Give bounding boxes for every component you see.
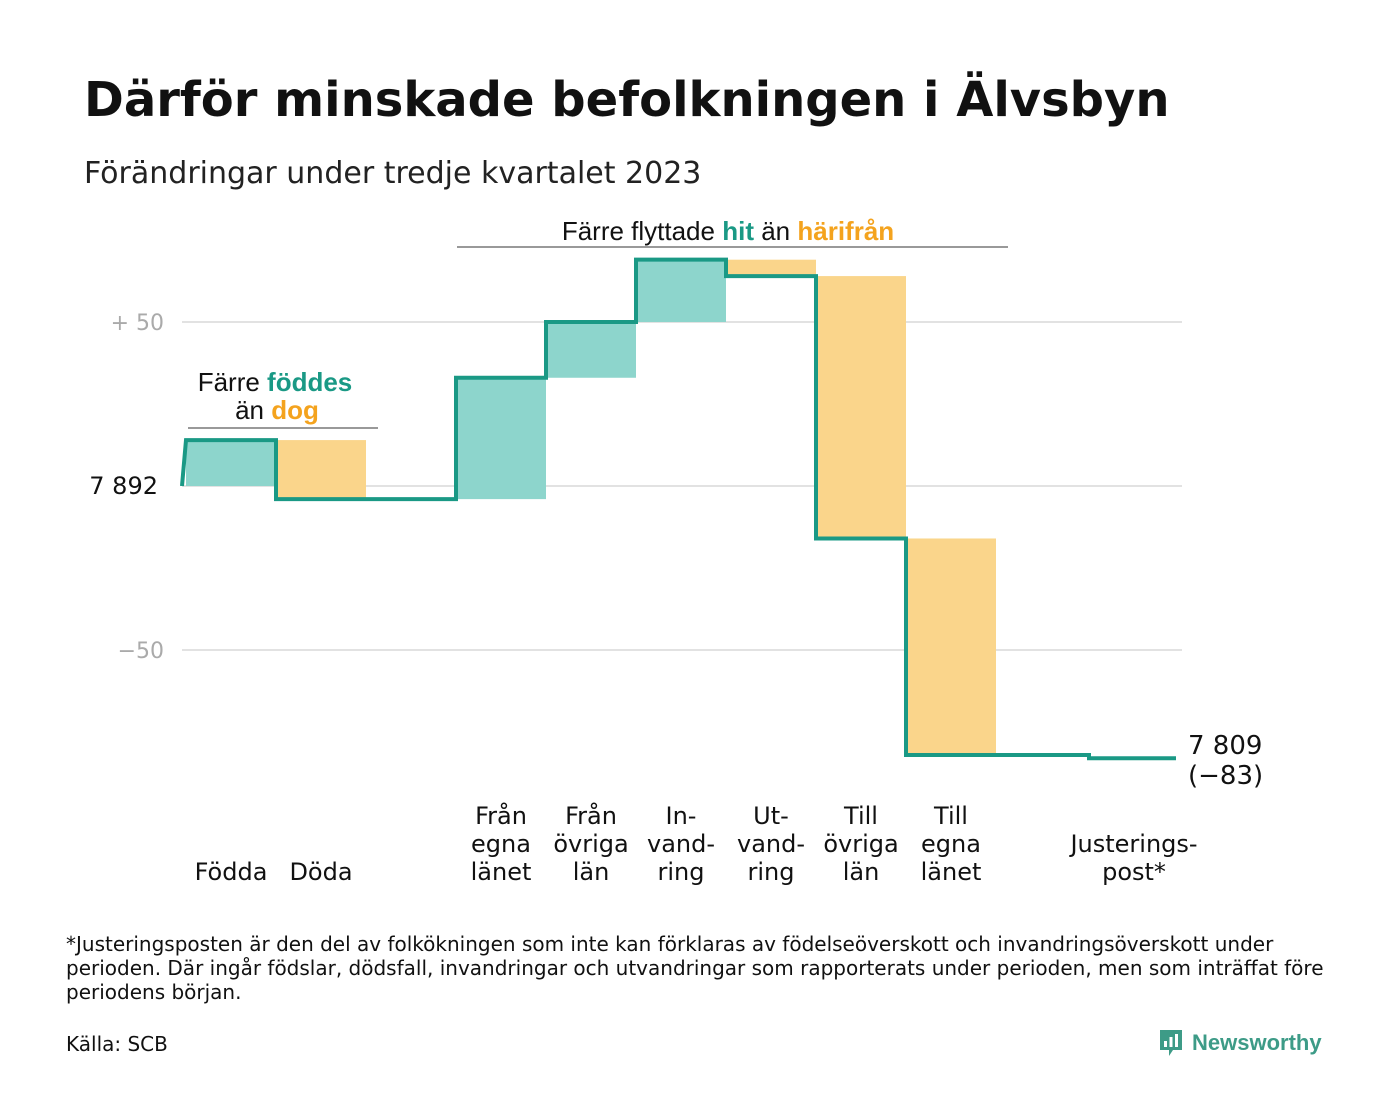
births-annotation-line1: Färre föddes: [198, 367, 353, 397]
category-label: län: [573, 858, 610, 886]
category-label: Födda: [195, 858, 268, 886]
category-labels: Födda DödaFrånegnalänetFrånövrigalänIn-va…: [195, 801, 1198, 886]
end-value-label: 7 809: [1188, 731, 1262, 761]
category-label: In-: [666, 802, 697, 830]
end-change-label: (−83): [1188, 761, 1263, 791]
category-label: övriga: [823, 830, 898, 858]
category-label: Till: [843, 802, 878, 830]
bar: [816, 276, 906, 539]
bar: [726, 259, 816, 277]
y-axis-ticks: + 50 7 892 −50: [89, 311, 164, 664]
newsworthy-logo-icon: [1160, 1030, 1182, 1056]
category-label: post*: [1102, 858, 1166, 886]
category-label: Till: [933, 802, 968, 830]
chart-subtitle: Förändringar under tredje kvartalet 2023: [84, 156, 702, 191]
category-label: Från: [565, 801, 617, 830]
chart-title: Därför minskade befolkningen i Älvsbyn: [84, 72, 1170, 128]
brand: Newsworthy: [1158, 1028, 1322, 1058]
category-label: länet: [471, 858, 532, 886]
y-tick-label: −50: [118, 639, 164, 664]
category-label: ring: [748, 858, 795, 886]
category-label: Från: [475, 801, 527, 830]
bar: [186, 440, 276, 486]
category-label: län: [843, 858, 880, 886]
migration-annotation: Färre flyttade hit än härifrån: [457, 216, 1008, 248]
births-annotation: Färre föddes än dog: [188, 367, 378, 429]
y-tick-label: + 50: [111, 311, 164, 336]
births-annotation-line2: än dog: [235, 395, 319, 425]
cumulative-step-line: [180, 257, 1176, 761]
brand-name: Newsworthy: [1192, 1030, 1322, 1055]
bars: [186, 259, 996, 755]
bar: [906, 538, 996, 755]
category-label: Ut-: [753, 802, 789, 830]
source-note: Källa: SCB: [66, 1032, 168, 1056]
bar: [636, 259, 726, 322]
category-label: länet: [921, 858, 982, 886]
category-label: övriga: [553, 830, 628, 858]
category-label: egna: [471, 830, 531, 858]
category-label: vand-: [737, 830, 805, 858]
waterfall-chart: + 507 892−50 Födda DödaFrånegnalänetFrånö…: [89, 216, 1263, 886]
bar: [546, 322, 636, 378]
migration-annotation-text: Färre flyttade hit än härifrån: [562, 216, 894, 246]
category-label: ring: [658, 858, 705, 886]
category-label: Döda: [289, 858, 352, 886]
category-label: egna: [921, 830, 981, 858]
footnote: *Justeringsposten är den del av folkökni…: [66, 932, 1324, 1004]
bar: [276, 440, 366, 500]
category-label: vand-: [647, 830, 715, 858]
category-label: Justerings-: [1068, 830, 1197, 858]
bar: [456, 377, 546, 500]
y-tick-label: 7 892: [89, 472, 158, 500]
